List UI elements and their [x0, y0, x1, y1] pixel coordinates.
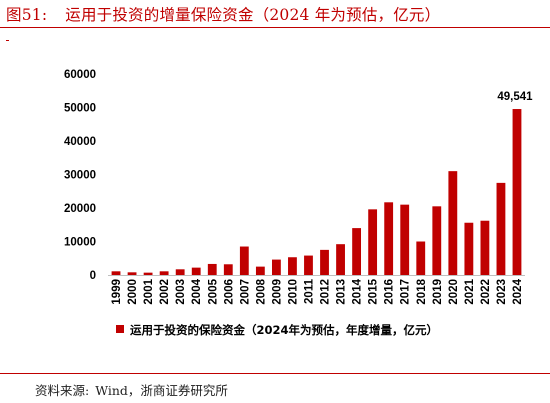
bar: [352, 228, 362, 275]
bar: [320, 249, 329, 275]
x-tick-label: 2009: [271, 279, 283, 305]
x-tick-label: 2017: [400, 279, 412, 305]
bar: [159, 271, 169, 275]
x-tick-label: 2010: [287, 279, 299, 305]
x-tick-label: 2022: [480, 279, 492, 305]
x-tick-label: 2003: [175, 279, 187, 305]
y-tick-label: 10000: [64, 237, 96, 249]
y-tick-label: 20000: [64, 203, 96, 215]
x-tick-label: 2002: [159, 279, 171, 305]
source-text: Wind，浙商证券研究所: [95, 383, 228, 398]
bar: [384, 202, 394, 275]
x-tick-label: 2015: [368, 278, 380, 304]
bar-chart: 0 10000 20000 30000 40000 50000 60000 1999 2000 2…: [64, 69, 533, 337]
bar: [496, 182, 506, 275]
y-tick-label: 50000: [64, 103, 96, 115]
bar: [191, 267, 201, 275]
bar: [480, 220, 490, 275]
bar: [111, 271, 121, 275]
x-tick-label: 2021: [464, 278, 476, 304]
x-tick-label: 2014: [352, 278, 364, 304]
bar: [207, 263, 217, 275]
bar: [512, 109, 522, 275]
bar: [304, 255, 313, 275]
bar: [432, 206, 442, 275]
x-tick-label: 1999: [111, 279, 123, 305]
bar: [223, 264, 233, 275]
x-tick-label: 2019: [432, 279, 444, 305]
y-tick-label: 0: [90, 270, 96, 282]
bar: [368, 209, 378, 275]
x-tick-label: 2018: [416, 278, 428, 304]
y-tick-label: 40000: [64, 136, 96, 148]
x-tick-label: 2007: [239, 279, 251, 305]
x-tick-label: 2000: [127, 279, 139, 305]
x-tick-label: 2012: [320, 279, 332, 305]
y-tick-label: 60000: [64, 69, 96, 81]
legend-swatch: [116, 325, 124, 333]
bar: [448, 171, 458, 275]
x-tick-label: 2023: [496, 279, 508, 305]
y-tick-label: 30000: [64, 170, 96, 182]
bar: [255, 266, 265, 275]
figure-title: 图51: 运用于投资的增量保险资金（2024 年为预估，亿元）: [6, 3, 440, 25]
bar: [127, 272, 137, 275]
bar: [336, 244, 345, 275]
x-tick-label: 2016: [384, 279, 396, 305]
title-rule: [0, 27, 550, 28]
x-tick-label: 2011: [303, 278, 315, 304]
bar: [271, 259, 281, 275]
legend-label: 运用于投资的保险资金（2024年为预估，年度增量，亿元）: [130, 323, 438, 337]
x-tick-label: 2013: [336, 279, 348, 305]
x-tick-label: 2006: [223, 279, 235, 305]
bar: [416, 241, 426, 275]
x-tick-label: 2008: [255, 278, 267, 304]
corner-mark: [6, 40, 9, 41]
bar: [239, 246, 249, 275]
source-label: 资料来源:: [35, 383, 90, 398]
x-tick-label: 2024: [512, 278, 524, 304]
figure-label: 图51:: [6, 6, 48, 24]
bar: [175, 269, 185, 275]
x-tick-label: 2005: [207, 278, 219, 304]
bar: [400, 204, 410, 275]
bar: [288, 257, 297, 275]
bar: [143, 272, 153, 275]
data-label: 49,541: [497, 91, 533, 103]
x-tick-label: 2004: [191, 278, 203, 304]
source-note: 资料来源: Wind，浙商证券研究所: [35, 380, 228, 399]
figure-title-text: 运用于投资的增量保险资金（2024 年为预估，亿元）: [65, 6, 441, 24]
x-tick-label: 2001: [143, 278, 155, 304]
source-rule: [0, 373, 550, 374]
x-tick-label: 2020: [448, 279, 460, 305]
bar: [464, 222, 474, 275]
